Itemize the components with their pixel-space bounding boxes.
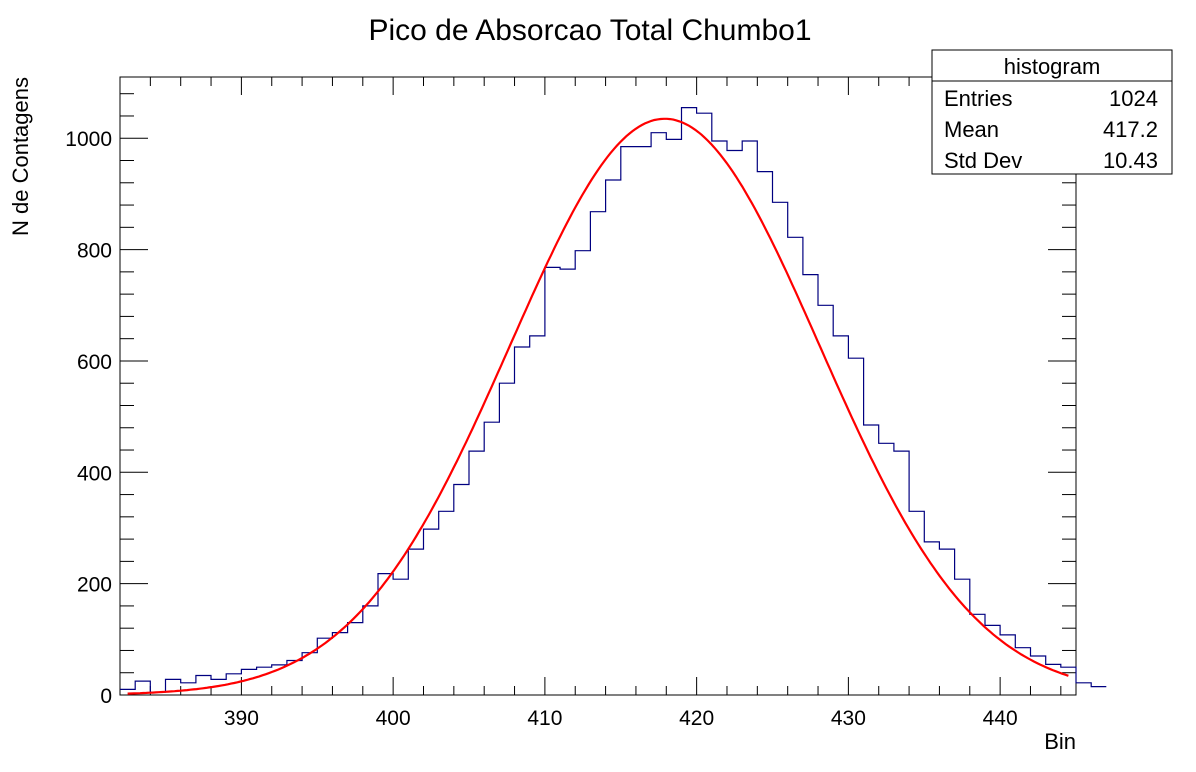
plot-area: 390 400 410 420 430 440 0 200 400 600 800 1000	[65, 76, 1107, 730]
histogram-outline	[120, 107, 1107, 693]
y-axis-label: N de Contagens	[8, 77, 33, 236]
stats-mean-value: 417.2	[1103, 117, 1158, 142]
stats-stddev-label: Std Dev	[944, 148, 1022, 173]
y-tick-label: 1000	[65, 128, 112, 151]
x-tick-label: 410	[527, 707, 562, 730]
stats-stddev-value: 10.43	[1103, 148, 1158, 173]
chart-title: Pico de Absorcao Total Chumbo1	[368, 14, 811, 47]
stats-box: histogram Entries 1024 Mean 417.2 Std De…	[931, 49, 1173, 175]
stats-mean-label: Mean	[944, 117, 999, 142]
y-tick-label: 600	[77, 351, 112, 374]
x-tick-label: 440	[983, 707, 1018, 730]
gaussian-fit-curve	[127, 117, 1069, 695]
y-tick-label: 200	[77, 574, 112, 597]
axis-tick-labels: 390 400 410 420 430 440 0 200 400 600 800 1000	[65, 128, 1017, 730]
stats-box-frame	[931, 49, 1173, 175]
x-axis-label: Bin	[1044, 729, 1076, 754]
stats-entries-label: Entries	[944, 86, 1012, 111]
y-tick-label: 0	[100, 685, 112, 708]
x-tick-label: 430	[831, 707, 866, 730]
x-tick-label: 400	[376, 707, 411, 730]
x-tick-label: 390	[224, 707, 259, 730]
plot-frame	[119, 76, 1077, 696]
y-tick-label: 800	[77, 240, 112, 263]
y-tick-label: 400	[77, 462, 112, 485]
stats-entries-value: 1024	[1109, 86, 1158, 111]
stats-box-title: histogram	[1004, 54, 1101, 79]
x-tick-label: 420	[679, 707, 714, 730]
